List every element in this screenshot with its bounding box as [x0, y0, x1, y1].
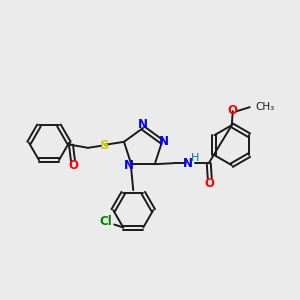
Text: CH₃: CH₃: [256, 102, 275, 112]
Text: N: N: [183, 157, 193, 170]
Text: O: O: [205, 177, 215, 190]
Text: N: N: [159, 135, 169, 148]
Text: O: O: [228, 104, 238, 117]
Text: S: S: [100, 139, 110, 152]
Text: N: N: [124, 159, 134, 172]
Text: N: N: [138, 118, 148, 131]
Text: H: H: [190, 153, 199, 163]
Text: O: O: [68, 159, 78, 172]
Text: Cl: Cl: [100, 215, 112, 228]
